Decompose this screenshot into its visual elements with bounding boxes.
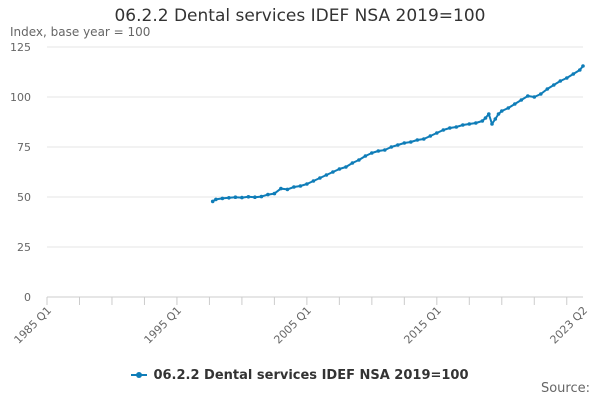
data-point (532, 95, 537, 99)
y-tick-label: 50 (17, 191, 31, 204)
data-point (552, 83, 556, 87)
x-tick-label: 1985 Q1 (12, 304, 55, 347)
data-point (578, 68, 582, 72)
legend-item[interactable]: 06.2.2 Dental services IDEF NSA 2019=100 (131, 367, 469, 383)
data-point (292, 185, 296, 189)
data-point (220, 196, 225, 201)
data-point (526, 94, 530, 98)
data-point (441, 128, 446, 132)
x-tick-label: 1995 Q1 (142, 304, 185, 347)
y-tick-label: 100 (10, 91, 31, 104)
data-point (318, 176, 322, 180)
data-point (331, 170, 335, 174)
data-point (581, 64, 585, 68)
data-point (324, 173, 329, 177)
data-point (454, 125, 459, 129)
x-tick-label: 2015 Q1 (401, 304, 444, 347)
data-point (539, 92, 543, 96)
data-point (272, 191, 277, 196)
series-line (212, 65, 584, 203)
data-point (415, 138, 420, 142)
data-point (474, 121, 478, 125)
data-point (311, 179, 316, 183)
data-point (210, 199, 215, 204)
legend-label: 06.2.2 Dental services IDEF NSA 2019=100 (153, 367, 469, 383)
data-point (500, 109, 504, 113)
data-point (337, 167, 342, 171)
y-tick-label: 0 (24, 291, 31, 304)
data-point (435, 131, 439, 135)
data-point (233, 195, 238, 199)
data-point (506, 106, 511, 110)
data-point (253, 195, 257, 199)
data-point (461, 123, 465, 127)
data-point (496, 112, 501, 116)
data-point (285, 187, 290, 192)
data-point (344, 165, 348, 169)
data-point (370, 151, 374, 155)
data-point (266, 192, 270, 197)
data-point (448, 126, 452, 130)
data-point (490, 122, 494, 126)
y-axis-label: Index, base year = 100 (10, 25, 151, 39)
x-tick-label: 2023 Q2 (548, 304, 591, 347)
y-tick-label: 25 (17, 241, 31, 254)
data-point (467, 122, 472, 126)
data-point (428, 134, 433, 138)
data-point (409, 140, 413, 144)
data-point (350, 161, 355, 165)
data-point (565, 76, 569, 80)
data-point (357, 158, 361, 162)
data-point (246, 195, 251, 199)
y-tick-label: 75 (17, 141, 31, 154)
data-point (487, 112, 491, 116)
source-label: Source: (540, 381, 590, 396)
data-point (480, 119, 485, 123)
y-tick-label: 125 (10, 41, 31, 54)
data-point (402, 141, 407, 145)
data-point (422, 137, 426, 141)
data-point (571, 72, 576, 76)
data-point (396, 143, 400, 147)
data-point (519, 98, 524, 102)
data-point (383, 148, 387, 152)
data-point (259, 194, 264, 199)
data-point (513, 102, 517, 106)
chart-title: 06.2.2 Dental services IDEF NSA 2019=100 (114, 6, 486, 26)
data-point (298, 184, 303, 188)
legend: 06.2.2 Dental services IDEF NSA 2019=100 (0, 365, 600, 383)
data-point (240, 195, 244, 200)
data-point (305, 182, 309, 186)
x-tick-label: 2005 Q1 (271, 304, 314, 347)
data-point (545, 87, 550, 91)
data-point (214, 197, 218, 202)
data-point (376, 149, 381, 153)
data-point (389, 145, 394, 149)
data-point (483, 116, 488, 120)
legend-swatch-icon (131, 372, 148, 378)
data-point (558, 79, 563, 83)
data-point (493, 117, 498, 121)
data-point (227, 196, 231, 200)
data-point (279, 186, 283, 191)
data-point (363, 154, 368, 158)
